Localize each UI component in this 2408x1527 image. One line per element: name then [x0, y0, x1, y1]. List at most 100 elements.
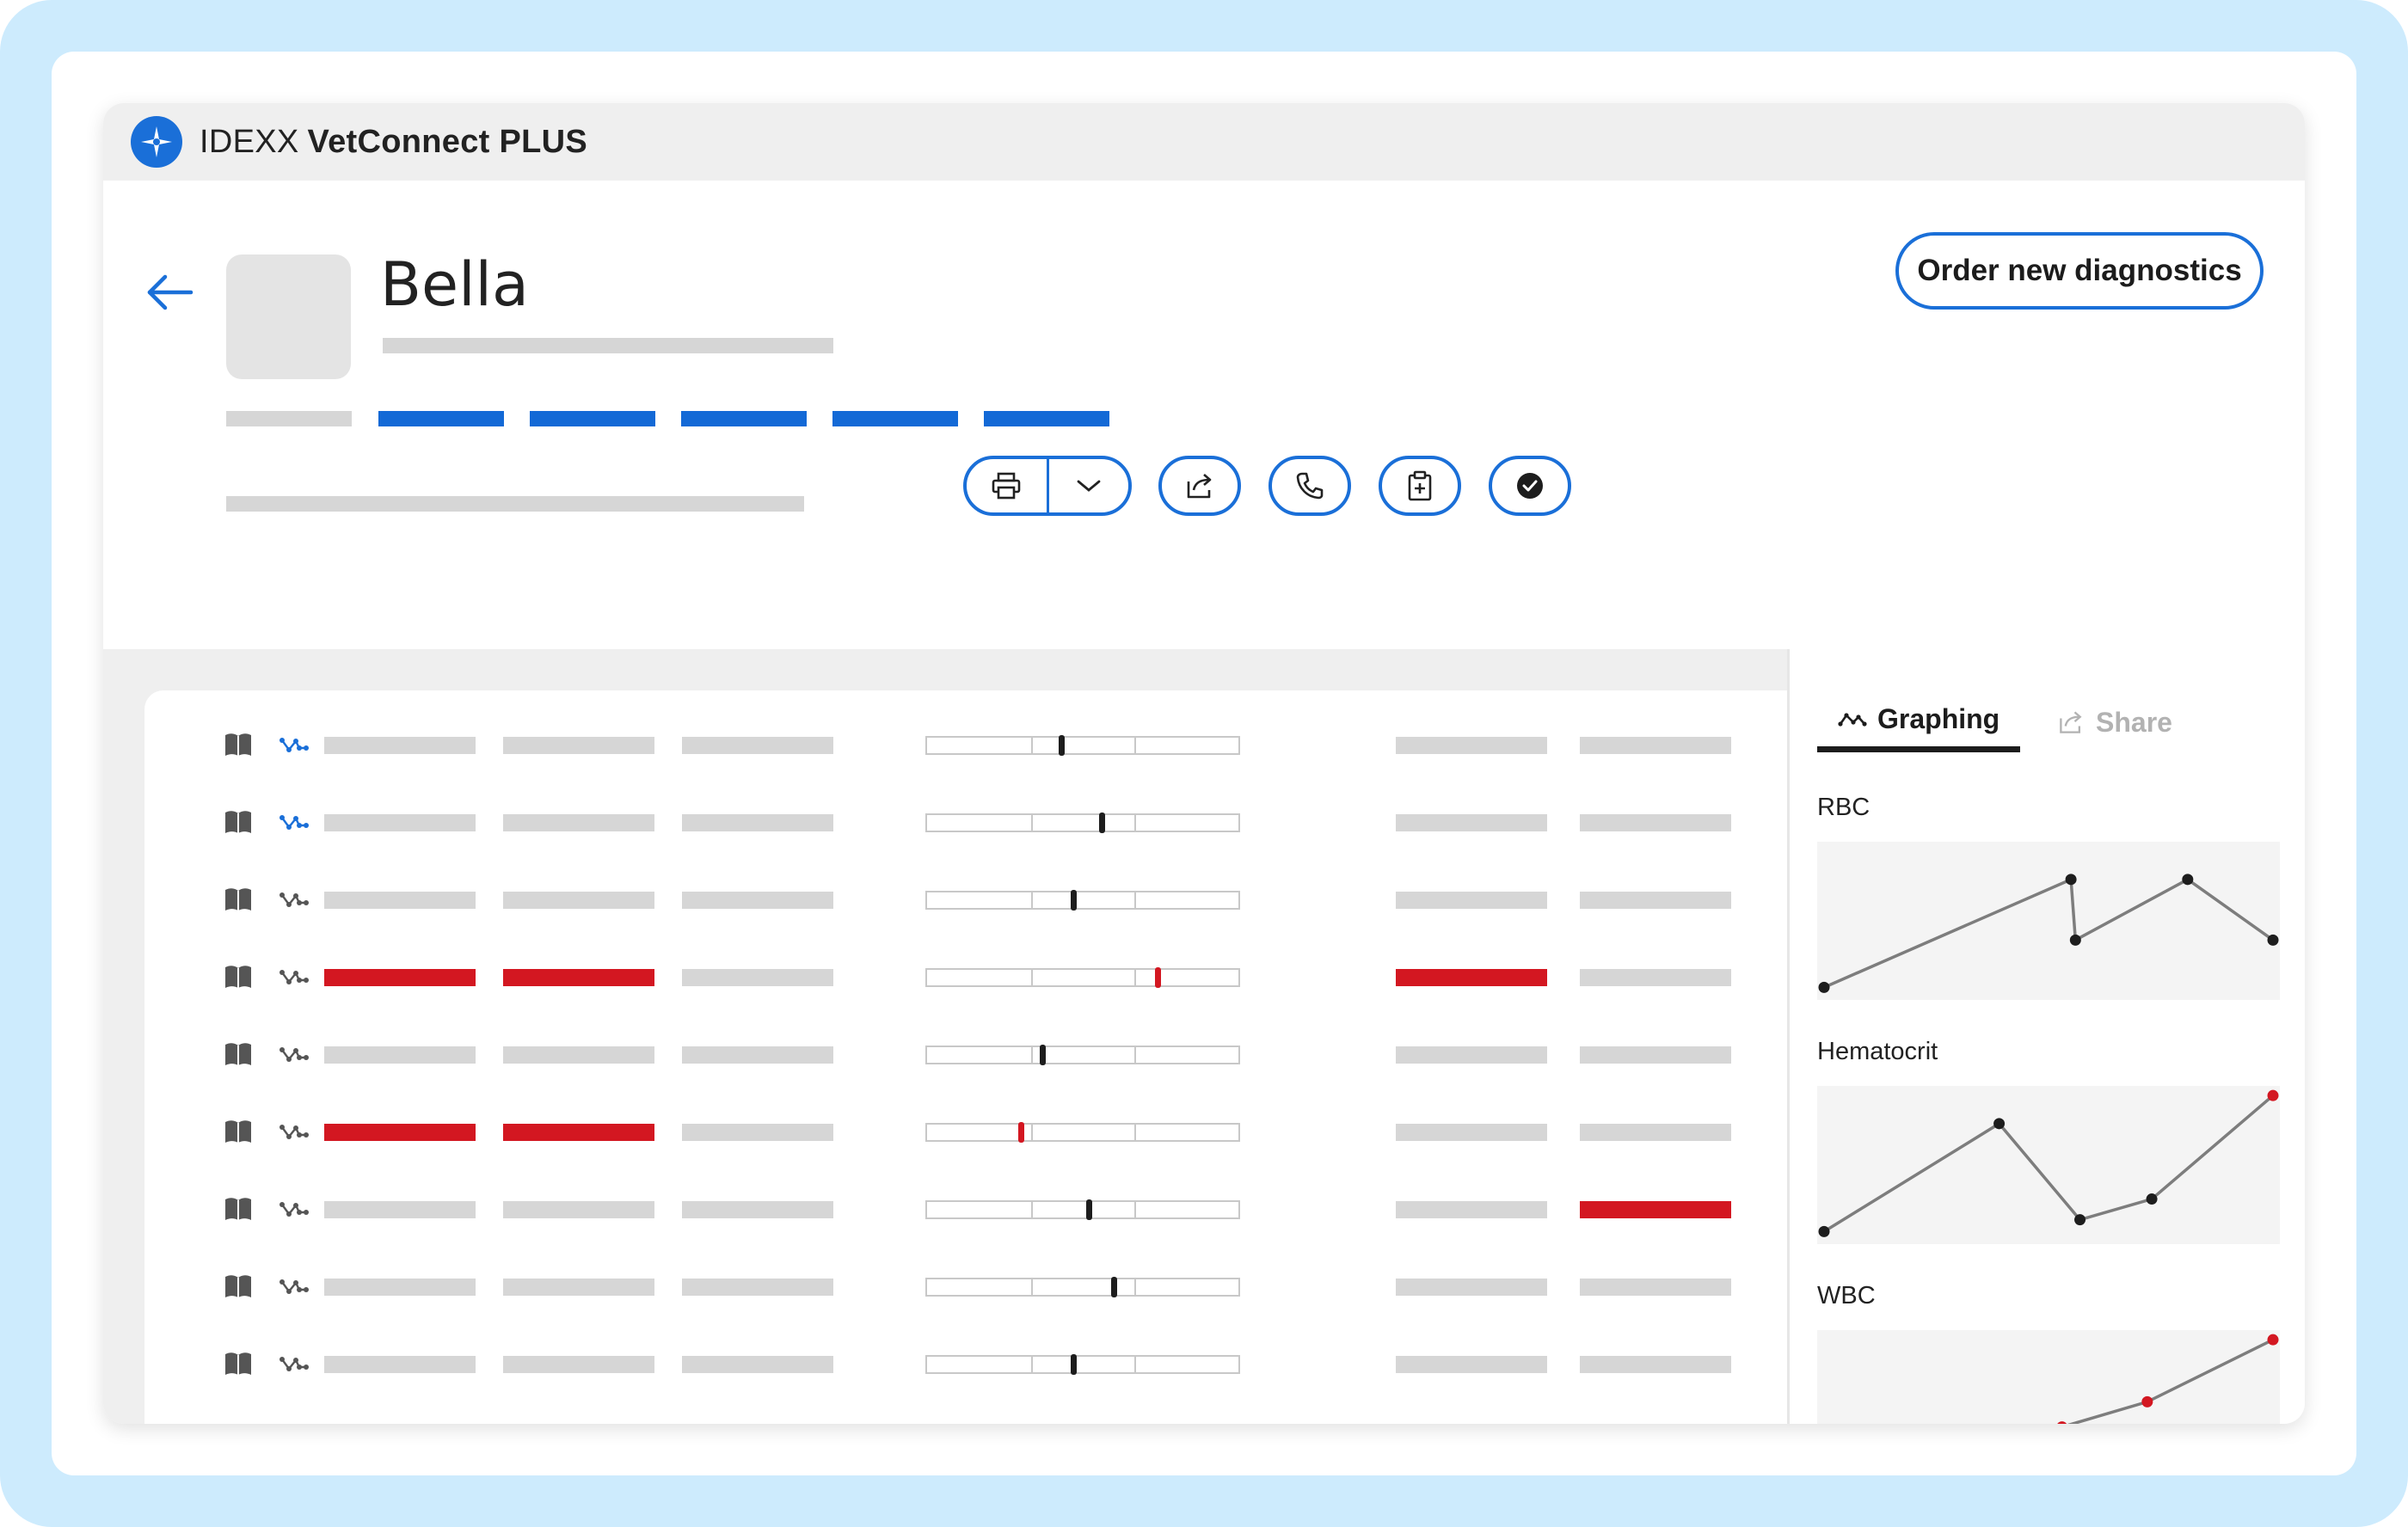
- book-icon[interactable]: [224, 809, 253, 835]
- range-divider: [1031, 1123, 1033, 1142]
- phone-icon: [1296, 472, 1324, 500]
- back-button[interactable]: [138, 267, 198, 318]
- book-icon[interactable]: [224, 1119, 253, 1144]
- result-cell: [503, 969, 654, 986]
- info-link-3[interactable]: [681, 411, 807, 426]
- table-row[interactable]: [144, 1270, 1806, 1304]
- side-panel: Graphing Share RBC Hematocrit WBC: [1787, 649, 2305, 1424]
- table-row[interactable]: [144, 1115, 1806, 1150]
- result-cell: [1396, 1279, 1547, 1296]
- trend-icon[interactable]: [279, 1275, 310, 1297]
- share-button[interactable]: [1158, 456, 1241, 516]
- trend-icon[interactable]: [279, 733, 310, 756]
- result-cell: [324, 1356, 476, 1373]
- info-link-4[interactable]: [832, 411, 958, 426]
- book-icon[interactable]: [224, 732, 253, 757]
- chart-hematocrit[interactable]: [1817, 1086, 2280, 1244]
- table-row[interactable]: [144, 728, 1806, 763]
- reference-range-bar: [925, 890, 1240, 911]
- chart-point: [1818, 1225, 1830, 1237]
- result-cell: [1580, 1046, 1731, 1064]
- chart-point: [2141, 1395, 2153, 1407]
- brand-name-light: IDEXX: [200, 123, 299, 160]
- table-row[interactable]: [144, 960, 1806, 995]
- chart-point: [2267, 934, 2279, 946]
- book-icon[interactable]: [224, 1041, 253, 1067]
- patient-name: Bella: [380, 249, 529, 320]
- range-divider: [1134, 736, 1136, 755]
- reference-range-bar: [925, 967, 1240, 988]
- book-icon[interactable]: [224, 1196, 253, 1222]
- result-cell: [503, 1046, 654, 1064]
- trend-icon[interactable]: [279, 1043, 310, 1065]
- chart-title-wbc: WBC: [1817, 1282, 1876, 1309]
- result-cell: [324, 1124, 476, 1141]
- order-new-diagnostics-button[interactable]: Order new diagnostics: [1895, 232, 2264, 310]
- tab-graphing[interactable]: Graphing: [1817, 692, 2020, 752]
- trend-icon[interactable]: [279, 1352, 310, 1375]
- range-divider: [1031, 1278, 1033, 1297]
- book-icon[interactable]: [224, 886, 253, 912]
- range-marker: [1018, 1122, 1024, 1143]
- result-cell: [1580, 969, 1731, 986]
- book-icon[interactable]: [224, 1351, 253, 1377]
- chart-title-hematocrit: Hematocrit: [1817, 1038, 1938, 1065]
- mark-reviewed-button[interactable]: [1489, 456, 1571, 516]
- trend-icon[interactable]: [279, 888, 310, 911]
- info-label-placeholder: [226, 411, 352, 426]
- result-cell: [1396, 814, 1547, 831]
- print-button[interactable]: [967, 459, 1047, 512]
- chart-rbc[interactable]: [1817, 842, 2280, 1000]
- tab-share-label: Share: [2096, 706, 2172, 738]
- app-window: IDEXX VetConnect PLUS Bella Order new dia…: [103, 103, 2305, 1424]
- chart-line: [2067, 1338, 2274, 1424]
- chart-point: [1993, 1118, 2006, 1130]
- result-cell: [503, 814, 654, 831]
- table-row[interactable]: [144, 806, 1806, 840]
- result-cell: [682, 1201, 833, 1218]
- chart-wbc[interactable]: [1817, 1330, 2280, 1424]
- range-divider: [1134, 1278, 1136, 1297]
- print-options-button[interactable]: [1049, 459, 1129, 512]
- book-icon[interactable]: [224, 1273, 253, 1299]
- share-icon: [1187, 474, 1212, 499]
- range-marker: [1086, 1199, 1092, 1220]
- result-cell: [682, 1046, 833, 1064]
- trend-icon[interactable]: [279, 966, 310, 988]
- check-circle-icon: [1517, 473, 1543, 499]
- range-divider: [1134, 1200, 1136, 1219]
- print-icon: [992, 472, 1021, 500]
- info-link-2[interactable]: [530, 411, 655, 426]
- chart-point: [2267, 1089, 2279, 1101]
- range-divider: [1134, 813, 1136, 832]
- info-link-1[interactable]: [378, 411, 504, 426]
- reference-range-bar: [925, 1277, 1240, 1297]
- table-row[interactable]: [144, 1038, 1806, 1072]
- table-row[interactable]: [144, 1347, 1806, 1382]
- tab-share[interactable]: Share: [2056, 692, 2202, 752]
- result-cell: [1580, 1356, 1731, 1373]
- result-cell: [503, 737, 654, 754]
- result-cell: [324, 1201, 476, 1218]
- result-cell: [1396, 1124, 1547, 1141]
- reference-range-bar: [925, 735, 1240, 756]
- brand-name: IDEXX VetConnect PLUS: [200, 124, 587, 161]
- range-marker: [1071, 890, 1077, 911]
- range-divider: [1031, 813, 1033, 832]
- table-row[interactable]: [144, 883, 1806, 917]
- range-divider: [1134, 1123, 1136, 1142]
- chart-point: [2057, 1421, 2067, 1424]
- trend-icon[interactable]: [279, 1198, 310, 1220]
- chart-line: [1823, 877, 2275, 990]
- book-icon[interactable]: [224, 964, 253, 990]
- table-row[interactable]: [144, 1193, 1806, 1227]
- info-link-5[interactable]: [984, 411, 1109, 426]
- add-note-button[interactable]: [1379, 456, 1461, 516]
- call-button[interactable]: [1268, 456, 1351, 516]
- trend-icon[interactable]: [279, 811, 310, 833]
- results-table: [144, 690, 1806, 1424]
- range-divider: [1031, 1355, 1033, 1374]
- range-marker: [1071, 1354, 1077, 1375]
- result-cell: [324, 969, 476, 986]
- trend-icon[interactable]: [279, 1120, 310, 1143]
